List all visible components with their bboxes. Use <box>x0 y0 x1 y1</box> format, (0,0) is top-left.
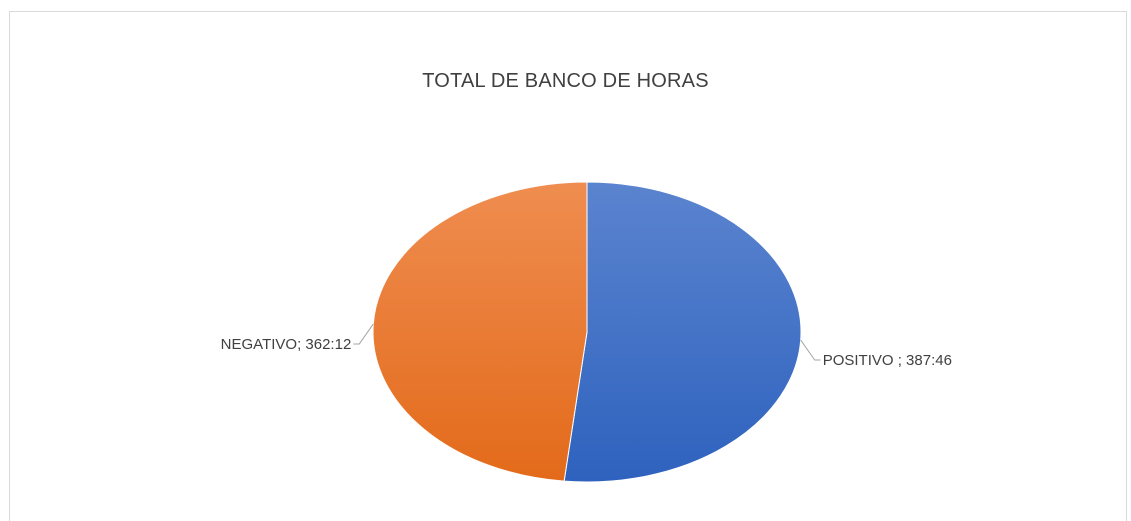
pie-slice-positivo <box>563 181 802 483</box>
leader-line-negativo <box>353 323 374 345</box>
data-label-negativo: NEGATIVO; 362:12 <box>221 336 352 353</box>
leader-line-positivo <box>800 339 821 361</box>
chart-title: TOTAL DE BANCO DE HORAS <box>422 70 709 92</box>
data-label-positivo: POSITIVO ; 387:46 <box>823 352 952 369</box>
pie-slice-negativo <box>372 181 588 482</box>
